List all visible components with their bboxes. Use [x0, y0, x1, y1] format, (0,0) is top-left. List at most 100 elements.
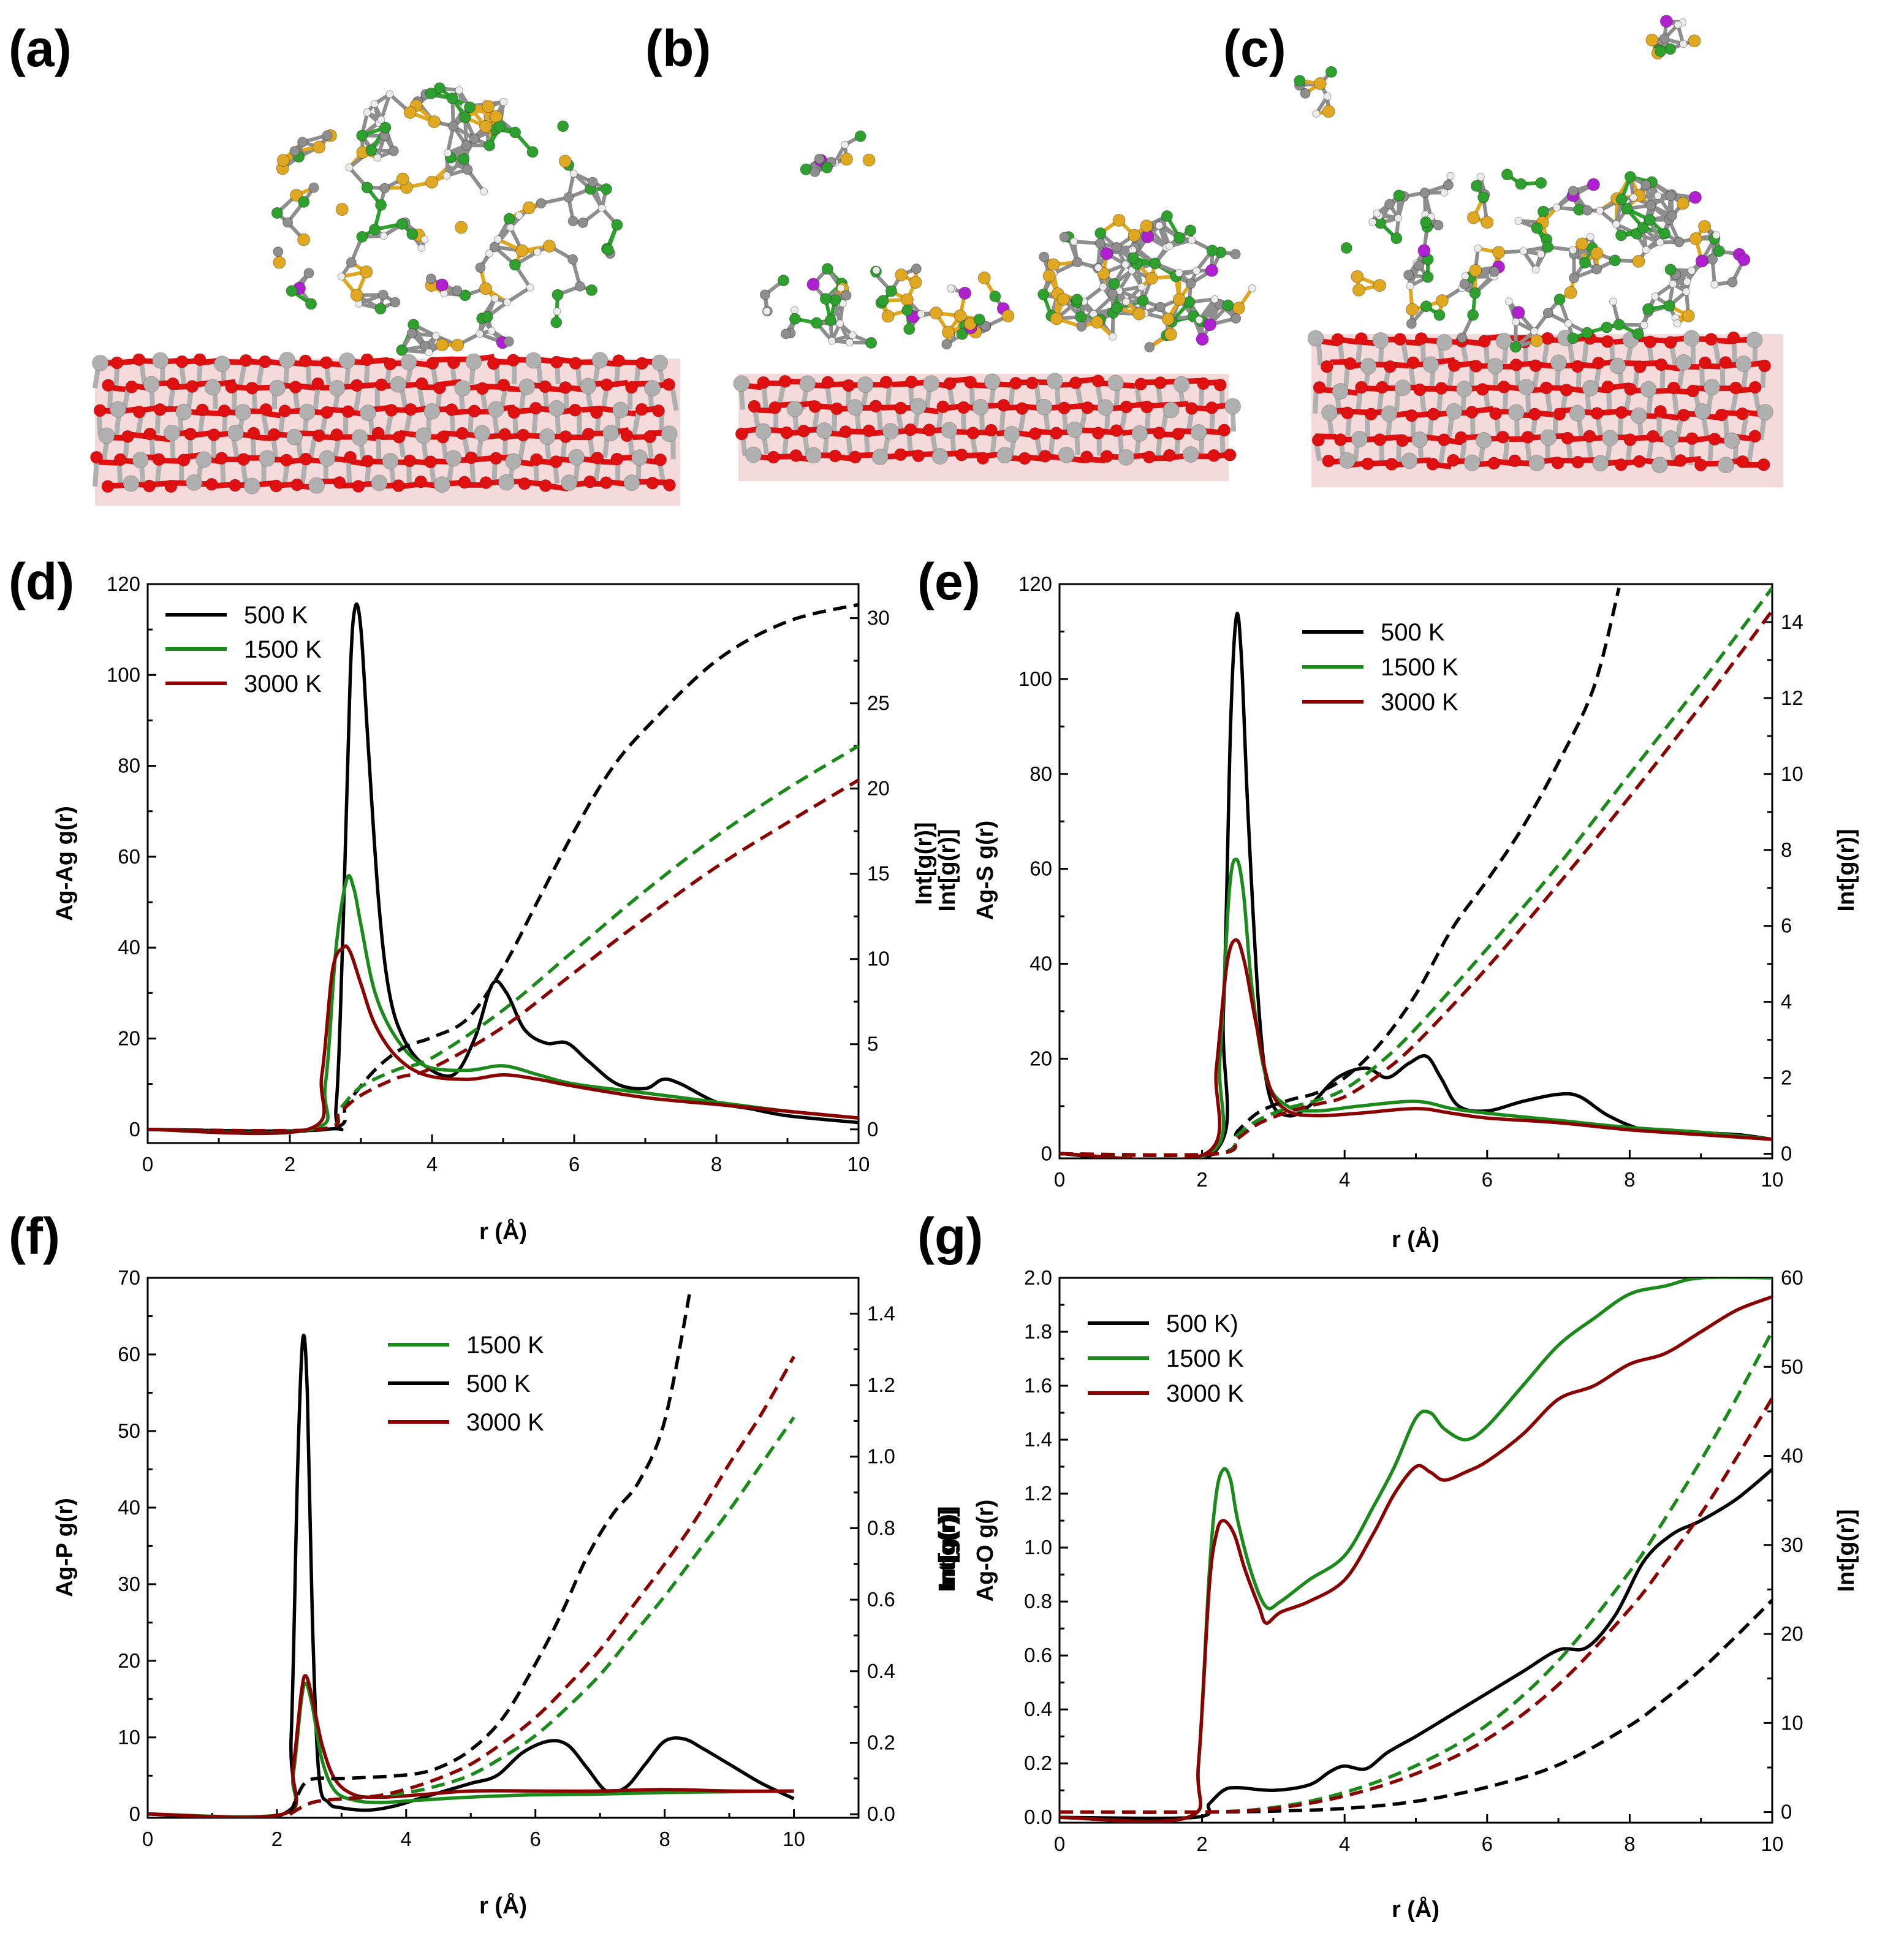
cluster-b-silver-atom: [1185, 224, 1197, 237]
slab-a-metal-atom: [235, 404, 252, 421]
slab-a-oxygen-atom: [404, 403, 417, 416]
slab-b-oxygen-atom: [1185, 401, 1199, 415]
slab-c-oxygen-atom: [1686, 384, 1699, 398]
cluster-b3-silver-atom: [854, 130, 866, 142]
cluster-b-silver-atom: [1174, 232, 1186, 244]
slab-c-metal-atom: [1495, 332, 1512, 349]
slab-a-oxygen-atom: [559, 381, 572, 394]
cluster-b-silver-atom: [1108, 278, 1120, 290]
slab-b-oxygen-atom: [964, 376, 977, 389]
legend-d: 500 K 1500 K 3000 K: [165, 602, 322, 697]
slab-a-metal-atom: [371, 474, 388, 492]
cluster-c-sulfur-atom: [1676, 197, 1689, 210]
slab-b-metal-atom: [1046, 373, 1063, 390]
cluster-a-hydrogen-atom: [526, 283, 534, 292]
y-tick-label-e-1: 20: [1030, 1047, 1052, 1069]
slab-c-metal-atom: [1704, 379, 1721, 396]
cluster-b2-carbon-atom: [759, 289, 770, 300]
cluster-b2-sulfur-atom: [909, 276, 922, 289]
cluster-a-silver-atom: [365, 144, 377, 156]
slab-a-oxygen-atom: [239, 354, 252, 367]
cluster-b-hydrogen-atom: [1069, 237, 1078, 246]
slab-a-oxygen-atom: [455, 427, 469, 440]
slab-a-metal-atom: [498, 474, 515, 491]
slab-a-oxygen-atom: [569, 403, 582, 417]
slab-b-oxygen-atom: [922, 424, 936, 437]
y2-axis-title-f: Int[g(r)]: [935, 1506, 960, 1589]
slab-c-oxygen-atom: [1322, 454, 1335, 468]
cluster-c-sulfur-atom: [1469, 264, 1482, 277]
x-tick-label-d-1: 2: [284, 1153, 295, 1176]
cluster-a-carbon-atom: [390, 297, 401, 308]
slab-c-oxygen-atom: [1735, 407, 1749, 420]
cluster-a-hydrogen-atom: [493, 235, 502, 243]
cluster-a-hydrogen-atom: [345, 163, 354, 172]
slab-a-oxygen-atom: [101, 480, 115, 493]
slab-b-oxygen-atom: [1080, 450, 1093, 464]
slab-c-oxygen-atom: [1413, 383, 1427, 397]
cluster-a-sulfur-atom: [479, 120, 492, 133]
slab-c-oxygen-atom: [1698, 356, 1712, 370]
slab-c-metal-atom: [1307, 330, 1324, 347]
cluster-a-carbon-atom: [577, 217, 588, 228]
slab-a-oxygen-atom: [550, 355, 563, 369]
slab-c-metal-atom: [1640, 381, 1657, 398]
cluster-a-sulfur-atom: [273, 256, 286, 269]
slab-a-oxygen-atom: [121, 430, 134, 443]
cluster-b-carbon-atom: [1072, 257, 1083, 268]
y2-tick-label-d-6: 30: [867, 607, 890, 629]
slab-a-metal-atom: [259, 450, 276, 467]
chart-g: (g) 0 2 4 6 8 10 0.0 0.2 0.4 0.6 0.8 1.0 1.2 1.4 1.6 1.…: [917, 1207, 1859, 1923]
cluster-a-silver-atom: [585, 284, 597, 296]
cluster-b2-silver-atom: [778, 275, 790, 287]
slab-c-metal-atom: [1592, 455, 1609, 472]
y2-tick-label-g-3: 30: [1781, 1533, 1803, 1556]
slab-c-oxygen-atom: [1667, 381, 1680, 395]
y-tick-label-f-1: 10: [118, 1726, 140, 1749]
cluster-b-hydrogen-atom: [1109, 332, 1117, 341]
y2-tick-label-g-1: 10: [1781, 1711, 1803, 1734]
y-tick-label-d-4: 80: [118, 754, 140, 777]
slab-a-oxygen-atom: [186, 380, 199, 393]
slab-c-metal-atom: [1372, 332, 1389, 349]
cluster-c-hydrogen-atom: [1586, 232, 1595, 241]
cluster-c-phosphorus-atom: [1688, 191, 1702, 204]
cluster-c-phosphorus-atom: [1695, 254, 1708, 268]
cluster-c-sulfur-atom: [1632, 254, 1645, 268]
slab-c-oxygen-atom: [1465, 405, 1479, 419]
slab-a-metal-atom: [591, 352, 609, 369]
cluster-a: [271, 82, 623, 357]
slab-c-oxygen-atom: [1438, 433, 1451, 447]
slab-c-oxygen-atom: [1736, 455, 1750, 468]
cluster-c-silver-atom: [1615, 193, 1628, 205]
cluster-c-hydrogen-atom: [1446, 172, 1455, 180]
series-d-2-rdf-line: [148, 944, 859, 1136]
cluster-b-hydrogen-atom: [1094, 264, 1102, 272]
cluster-c-carbon-atom: [1433, 219, 1444, 230]
slab-a-oxygen-atom: [215, 452, 229, 465]
y-tick-label-d-3: 60: [118, 845, 140, 868]
cluster-a-silver-atom: [459, 111, 471, 123]
y-axis-title-g: Ag-O g(r): [973, 1500, 998, 1602]
cluster-b3-silver-atom: [821, 161, 833, 173]
cluster-b-silver-atom: [1111, 302, 1123, 314]
slab-a-metal-atom: [561, 474, 578, 492]
series-e-5-integral-line: [1060, 609, 1772, 1157]
slab-a-oxygen-atom: [374, 378, 388, 392]
cluster-c-carbon-atom: [1640, 180, 1651, 191]
slab-b-metal-atom: [882, 423, 899, 440]
cluster-c2-sulfur-atom: [1688, 34, 1701, 48]
slab-b-oxygen-atom: [797, 424, 811, 438]
slab-c-oxygen-atom: [1591, 356, 1605, 370]
slab-a-metal-atom: [328, 379, 346, 397]
slab-b-oxygen-atom: [1140, 400, 1154, 414]
slab-a-oxygen-atom: [205, 477, 218, 491]
slab-b-oxygen-atom: [1050, 427, 1063, 440]
cluster-c-hydrogen-atom: [1514, 216, 1523, 225]
cluster-a-silver-atom: [305, 298, 317, 310]
legend-label-g-1: 500 K): [1166, 1310, 1238, 1337]
slab-b-oxygen-atom: [830, 402, 844, 416]
cluster-c-silver-atom: [1340, 242, 1352, 254]
slab-a-oxygen-atom: [468, 405, 481, 418]
slab-a-metal-atom: [612, 401, 629, 419]
